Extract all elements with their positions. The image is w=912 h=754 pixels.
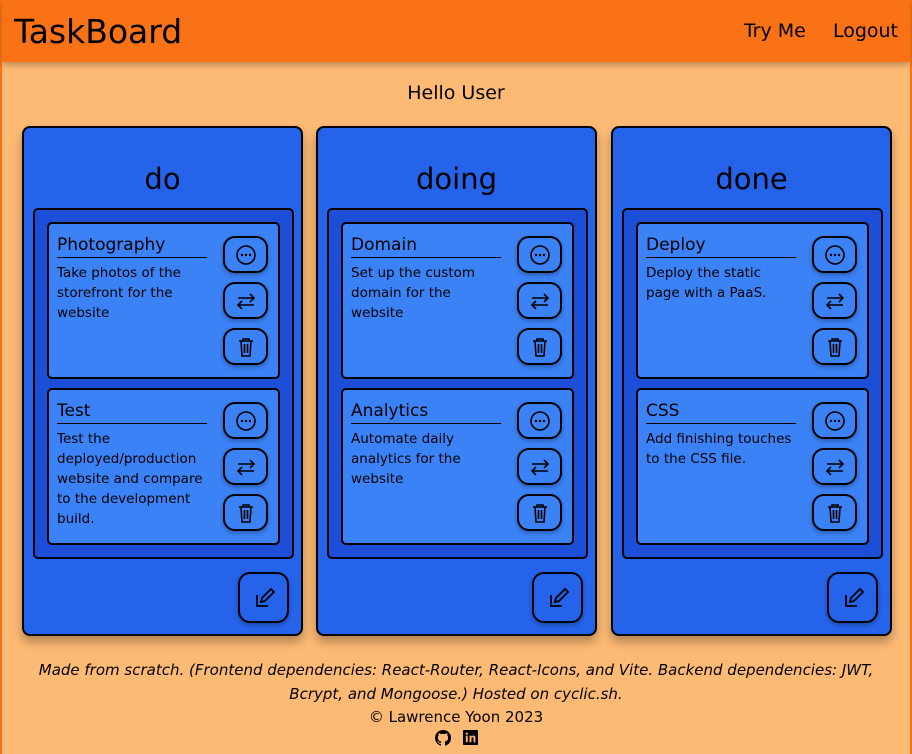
linkedin-icon[interactable] (462, 730, 478, 745)
swap-arrows-icon (236, 292, 255, 310)
add-task-button[interactable] (238, 572, 289, 623)
move-button[interactable] (517, 448, 562, 485)
task-card: Domain Set up the custom domain for the … (341, 222, 574, 379)
details-button[interactable] (223, 402, 268, 439)
header: TaskBoard Try Me Logout (2, 0, 910, 62)
move-button[interactable] (223, 282, 268, 319)
move-button[interactable] (223, 448, 268, 485)
task-card: CSS Add finishing touches to the CSS fil… (636, 388, 869, 545)
nav: Try Me Logout (722, 20, 898, 42)
column-do: do Photography Take photos of the storef… (22, 126, 303, 636)
move-button[interactable] (517, 282, 562, 319)
column-doing: doing Domain Set up the custom domain fo… (316, 126, 597, 636)
task-description: Take photos of the storefront for the we… (57, 265, 181, 321)
swap-arrows-icon (825, 292, 844, 310)
swap-arrows-icon (530, 458, 549, 476)
swap-arrows-icon (825, 458, 844, 476)
dots-circle-icon (235, 244, 256, 265)
task-card: Deploy Deploy the static page with a Paa… (636, 222, 869, 379)
move-button[interactable] (812, 282, 857, 319)
details-button[interactable] (223, 236, 268, 273)
dots-circle-icon (529, 410, 550, 431)
trash-icon (827, 503, 842, 523)
delete-button[interactable] (223, 328, 268, 365)
app-title: TaskBoard (14, 11, 183, 51)
details-button[interactable] (517, 236, 562, 273)
trash-icon (532, 503, 547, 523)
add-task-button[interactable] (532, 572, 583, 623)
greeting: Hello User (407, 82, 505, 104)
card-list: Domain Set up the custom domain for the … (327, 208, 588, 559)
task-title: CSS (646, 401, 796, 424)
column-done: done Deploy Deploy the static page with … (611, 126, 892, 636)
task-card: Test Test the deployed/production websit… (47, 388, 280, 545)
swap-arrows-icon (530, 292, 549, 310)
task-card: Photography Take photos of the storefron… (47, 222, 280, 379)
delete-button[interactable] (223, 494, 268, 531)
trash-icon (238, 503, 253, 523)
task-title: Test (57, 401, 207, 424)
board: do Photography Take photos of the storef… (2, 106, 910, 636)
delete-button[interactable] (812, 494, 857, 531)
details-button[interactable] (517, 402, 562, 439)
swap-arrows-icon (236, 458, 255, 476)
task-title: Photography (57, 235, 207, 258)
github-icon[interactable] (434, 730, 451, 746)
trash-icon (827, 337, 842, 357)
copyright: © Lawrence Yoon 2023 (368, 708, 544, 726)
column-title: do (144, 162, 181, 196)
task-description: Add finishing touches to the CSS file. (646, 431, 792, 467)
try-me-link[interactable]: Try Me (743, 20, 806, 42)
details-button[interactable] (812, 236, 857, 273)
dots-circle-icon (824, 410, 845, 431)
task-description: Automate daily analytics for the website (351, 431, 461, 487)
task-title: Domain (351, 235, 501, 258)
card-list: Deploy Deploy the static page with a Paa… (622, 208, 883, 559)
add-task-button[interactable] (827, 572, 878, 623)
delete-button[interactable] (517, 494, 562, 531)
move-button[interactable] (812, 448, 857, 485)
dots-circle-icon (824, 244, 845, 265)
logout-link[interactable]: Logout (832, 20, 898, 42)
edit-icon (255, 587, 275, 607)
dots-circle-icon (529, 244, 550, 265)
column-title: doing (416, 162, 497, 196)
trash-icon (532, 337, 547, 357)
delete-button[interactable] (517, 328, 562, 365)
dots-circle-icon (235, 410, 256, 431)
edit-icon (549, 587, 569, 607)
task-title: Analytics (351, 401, 501, 424)
card-list: Photography Take photos of the storefron… (33, 208, 294, 559)
task-description: Set up the custom domain for the website (351, 265, 476, 321)
edit-icon (844, 587, 864, 607)
task-title: Deploy (646, 235, 796, 258)
trash-icon (238, 337, 253, 357)
column-title: done (715, 162, 788, 196)
delete-button[interactable] (812, 328, 857, 365)
footer-credits: Made from scratch. (Frontend dependencie… (38, 661, 874, 703)
details-button[interactable] (812, 402, 857, 439)
task-description: Test the deployed/production website and… (57, 431, 203, 527)
task-card: Analytics Automate daily analytics for t… (341, 388, 574, 545)
task-description: Deploy the static page with a PaaS. (646, 265, 767, 301)
